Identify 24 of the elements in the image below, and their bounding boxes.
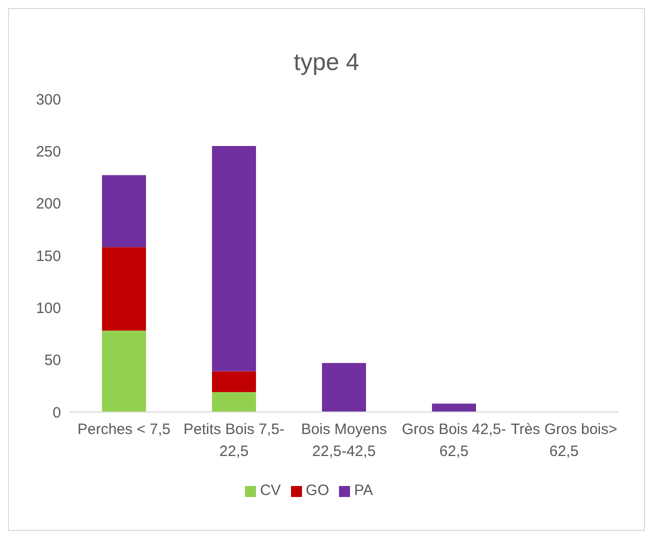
x-tick-label: Petits Bois 7,5-22,5 [184, 421, 284, 460]
x-tick-label: Gros Bois 42,5-62,5 [402, 421, 506, 460]
chart-title: type 4 [292, 49, 360, 77]
y-tick-label: 150 [36, 248, 61, 265]
bar [322, 362, 366, 412]
y-tick-label: 250 [36, 143, 61, 160]
y-tick-label: 300 [36, 91, 61, 108]
x-tick-label: Perches < 7,5 [78, 421, 170, 438]
y-tick-label: 100 [36, 300, 61, 317]
legend-label: GO [306, 482, 330, 499]
bar [212, 392, 256, 412]
y-tick-label: 0 [52, 404, 61, 422]
legend-label: PA [354, 482, 374, 499]
y-tick-label: 200 [36, 196, 61, 213]
y-tick-label: 50 [44, 352, 61, 370]
bar [212, 371, 256, 392]
x-tick-label: Bois Moyens 22,5-42,5 [301, 421, 387, 460]
bar [102, 247, 146, 331]
legend-label: CV [260, 482, 281, 499]
bar [102, 330, 146, 412]
bar [432, 404, 476, 412]
bar [212, 146, 256, 372]
bar [102, 175, 146, 248]
x-tick-label: Très Gros bois> 62,5 [510, 421, 618, 460]
